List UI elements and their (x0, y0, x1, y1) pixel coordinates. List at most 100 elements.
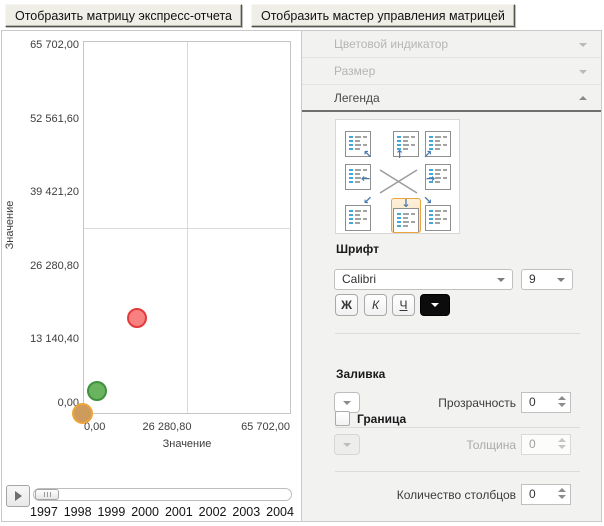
y-tick: 65 702,00 (30, 39, 79, 51)
italic-label: К (371, 298, 380, 312)
x-tick: 0,00 (84, 421, 106, 433)
year-label: 1999 (97, 505, 126, 519)
timeline-year-labels: 1997 1998 1999 2000 2001 2002 2003 2004 (30, 505, 294, 519)
border-checkbox[interactable] (335, 411, 350, 426)
chevron-up-icon (579, 96, 587, 100)
year-label: 2002 (198, 505, 227, 519)
border-group-label: Граница (357, 412, 407, 426)
arrow-up-left-icon: ↖ (363, 148, 373, 161)
arrow-down-icon: ↓ (401, 197, 411, 210)
font-family-value: Calibri (342, 272, 377, 286)
font-color-button[interactable] (420, 294, 450, 316)
data-point-orange[interactable] (72, 403, 93, 424)
legend-position-bottom-right[interactable] (425, 205, 451, 231)
section-size: Размер (302, 58, 601, 85)
transparency-spinner[interactable]: 0 (521, 392, 571, 413)
play-icon (14, 491, 22, 501)
year-label: 2003 (232, 505, 261, 519)
columns-count-value: 0 (529, 487, 536, 501)
spin-up-icon[interactable] (558, 488, 566, 492)
spin-down-icon[interactable] (558, 403, 566, 407)
legend-position-bottom-left[interactable] (345, 205, 371, 231)
arrow-up-right-icon: ↗ (423, 148, 433, 161)
chevron-down-icon (579, 43, 587, 47)
x-axis-title: Значение (162, 438, 212, 450)
bubble-chart: 65 702,00 52 561,60 39 421,20 26 280,80 … (2, 31, 301, 521)
border-color-dropdown-disabled (334, 434, 360, 455)
divider (335, 427, 580, 428)
underline-label: Ч (399, 298, 408, 312)
legend-position-center-x-icon (379, 169, 418, 194)
y-tick: 39 421,20 (30, 186, 79, 198)
x-tick: 26 280,80 (142, 421, 192, 433)
arrow-down-left-icon: ↙ (363, 194, 373, 207)
arrow-right-icon: → (426, 172, 436, 185)
year-label: 2004 (266, 505, 294, 519)
horizontal-gridline (84, 227, 290, 229)
dropdown-arrow-icon (343, 442, 351, 447)
fill-group-label: Заливка (336, 367, 386, 381)
show-matrix-master-button[interactable]: Отобразить мастер управления матрицей (250, 4, 515, 27)
main-frame: 65 702,00 52 561,60 39 421,20 26 280,80 … (1, 30, 602, 522)
section-label: Цветовой индикатор (334, 37, 449, 51)
spin-up-icon (558, 438, 566, 442)
divider (335, 333, 580, 334)
spin-up-icon[interactable] (558, 396, 566, 400)
bold-button[interactable]: Ж (335, 294, 358, 316)
columns-count-label: Количество столбцов (396, 488, 516, 502)
year-label: 1998 (63, 505, 92, 519)
font-group-label: Шрифт (336, 242, 379, 256)
italic-button[interactable]: К (364, 294, 387, 316)
font-size-select[interactable]: 9 (521, 269, 573, 290)
bold-label: Ж (341, 298, 352, 312)
legend-position-top-center[interactable] (393, 131, 419, 157)
divider (335, 471, 580, 472)
columns-count-spinner[interactable]: 0 (521, 484, 571, 505)
spin-down-icon[interactable] (558, 495, 566, 499)
plot-area (83, 41, 291, 414)
thickness-spinner-disabled: 0 (521, 434, 571, 455)
section-label: Легенда (334, 91, 380, 105)
dropdown-arrow-icon (557, 278, 565, 282)
x-tick: 65 702,00 (241, 421, 290, 433)
data-point-red[interactable] (127, 308, 147, 328)
data-point-green[interactable] (87, 381, 107, 401)
show-express-report-matrix-button[interactable]: Отобразить матрицу экспресс-отчета (5, 4, 242, 27)
arrow-left-icon: ← (361, 172, 371, 185)
year-label: 2001 (164, 505, 193, 519)
y-tick: 26 280,80 (30, 260, 79, 272)
thickness-label: Толщина (466, 438, 516, 452)
timeline-slider-track[interactable] (33, 488, 292, 501)
y-tick: 52 561,60 (30, 113, 79, 125)
timeline-play-button[interactable] (6, 485, 30, 507)
legend-position-middle-right[interactable] (425, 164, 451, 190)
timeline-slider-thumb[interactable] (35, 489, 59, 500)
legend-position-top-left[interactable] (345, 131, 371, 157)
arrow-up-icon: ↑ (395, 148, 405, 161)
arrow-down-right-icon: ↘ (423, 194, 433, 207)
year-label: 1997 (30, 505, 58, 519)
y-tick: 13 140,40 (30, 333, 79, 345)
underline-button[interactable]: Ч (392, 294, 415, 316)
legend-position-middle-left[interactable] (345, 164, 371, 190)
transparency-label: Прозрачность (438, 396, 516, 410)
legend-position-bottom-center-selected[interactable]: ↓ (391, 198, 421, 233)
y-tick: 0,00 (57, 397, 79, 409)
legend-position-top-right[interactable] (425, 131, 451, 157)
fill-color-dropdown[interactable] (334, 392, 360, 413)
dropdown-arrow-icon (343, 400, 351, 405)
section-color-indicator: Цветовой индикатор (302, 31, 601, 58)
transparency-value: 0 (529, 395, 536, 409)
spin-down-icon (558, 445, 566, 449)
toolbar: Отобразить матрицу экспресс-отчета Отобр… (5, 4, 515, 27)
year-label: 2000 (131, 505, 160, 519)
settings-panel: Цветовой индикатор Размер Легенда (301, 31, 601, 521)
dropdown-arrow-icon (431, 303, 439, 307)
chevron-down-icon (579, 70, 587, 74)
section-label: Размер (334, 64, 376, 78)
font-family-select[interactable]: Calibri (334, 269, 513, 290)
section-legend[interactable]: Легенда (302, 85, 601, 112)
thickness-value: 0 (529, 437, 536, 451)
dropdown-arrow-icon (497, 278, 505, 282)
font-size-value: 9 (529, 272, 536, 286)
